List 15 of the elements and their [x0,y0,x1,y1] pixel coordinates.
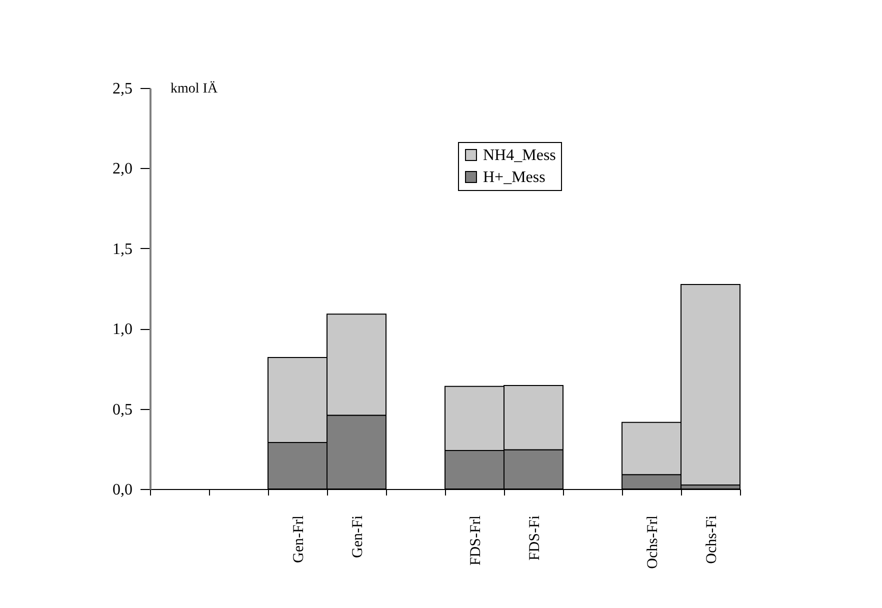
y-axis-title: kmol IÄ [170,80,218,96]
y-tick-label: 0,5 [112,401,132,418]
x-tick-label: FDS-Fi [527,516,543,561]
y-tick-label: 1,0 [112,321,132,338]
y-tick-label: 2,0 [112,160,132,178]
y-tick-label: 0,0 [112,482,132,498]
legend-label: NH4_Mess [483,147,556,164]
x-tick-label: Gen-Frl [291,516,307,563]
y-tick-label: 2,5 [112,80,132,98]
legend-label: H+_Mess [483,169,546,186]
x-tick-label: Ochs-Frl [645,516,661,569]
x-tick-label: Ochs-Fi [704,516,720,564]
x-tick-label: FDS-Frl [468,516,484,566]
y-tick-label: 1,5 [112,240,132,258]
x-tick-label: Gen-Fi [350,516,366,558]
